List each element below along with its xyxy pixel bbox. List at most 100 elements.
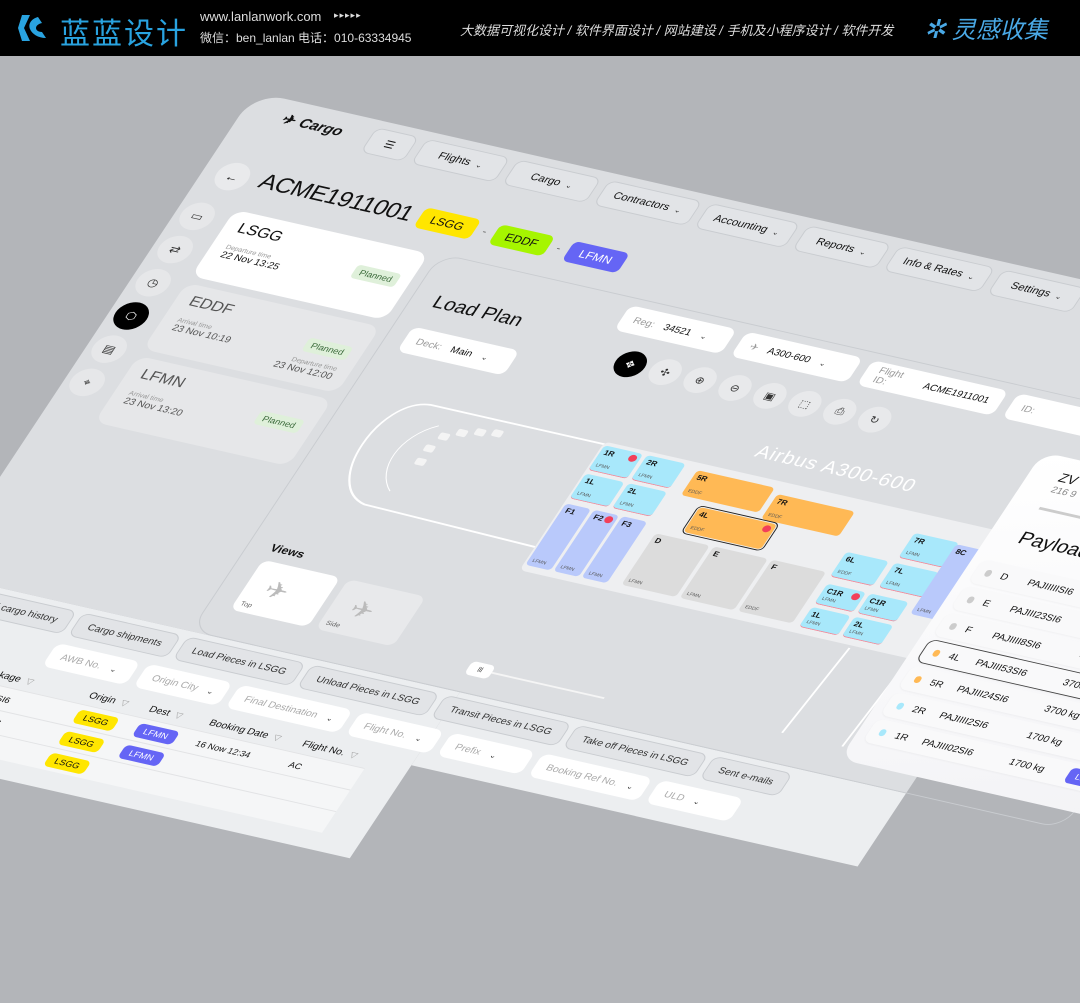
print-tool-button[interactable]: ⎙ bbox=[817, 396, 863, 428]
filter-label: Prefix bbox=[453, 742, 484, 757]
nav-label: Cargo bbox=[528, 172, 564, 189]
nav-label: Contractors bbox=[611, 190, 673, 212]
position-dest: LFMN bbox=[618, 501, 635, 509]
status-dot bbox=[983, 569, 993, 577]
menu-button[interactable]: ☰ bbox=[360, 127, 419, 162]
position-dest: LFMN bbox=[637, 472, 654, 480]
drag-tool-button[interactable]: ✣ bbox=[642, 356, 688, 388]
position-dest: LFMN bbox=[904, 550, 921, 558]
nav-label: Info & Rates bbox=[900, 256, 965, 279]
route-badge-lsgg[interactable]: LSGG bbox=[413, 207, 482, 240]
position-dest: LFMN bbox=[685, 591, 702, 599]
position-dest: EDDF bbox=[689, 525, 706, 533]
save-tool-button[interactable]: ▣ bbox=[747, 380, 793, 412]
app-logo[interactable]: ✈Cargo bbox=[277, 111, 347, 140]
position-label: E bbox=[711, 550, 763, 568]
filter-icon[interactable]: ▽ bbox=[271, 732, 284, 743]
clock-button[interactable]: ◷ bbox=[129, 266, 178, 300]
refresh-icon: ↻ bbox=[867, 413, 883, 426]
chevron-down-icon: ⌄ bbox=[413, 734, 424, 743]
id-label: ID: bbox=[1019, 404, 1037, 416]
arrow-left-icon: ← bbox=[222, 169, 243, 184]
services-list: 大数据可视化设计 / 软件界面设计 / 网站建设 / 手机及小程序设计 / 软件… bbox=[460, 20, 893, 39]
filter-icon[interactable]: ▽ bbox=[347, 750, 360, 761]
payload-weight: 1700 kg bbox=[1024, 730, 1079, 750]
move-tool-button[interactable]: ✥ bbox=[607, 348, 653, 380]
position-label: 7R bbox=[775, 497, 850, 520]
view-label: Top bbox=[239, 601, 254, 609]
payload-reg: ZV bbox=[1056, 470, 1080, 487]
document-button[interactable]: ▤ bbox=[85, 332, 134, 366]
map-pin-icon: ⌖ bbox=[80, 375, 95, 389]
route-badge-lfmn[interactable]: LFMN bbox=[561, 241, 629, 273]
payload-reg-sub: 216 9 bbox=[1048, 485, 1078, 500]
box-button[interactable]: ⬡ bbox=[107, 299, 156, 333]
column-label: Package bbox=[0, 666, 24, 684]
box-icon: ⬡ bbox=[122, 309, 140, 323]
zoom-in-tool-button[interactable]: ⊕ bbox=[677, 364, 723, 396]
payload-package: PAJIIII8SI6 bbox=[990, 631, 1074, 658]
route-button[interactable]: ⇄ bbox=[151, 233, 200, 267]
map-pin-button[interactable]: ⌖ bbox=[63, 366, 112, 400]
chevron-down-icon: ⌄ bbox=[479, 353, 490, 362]
filter-icon[interactable]: ▽ bbox=[173, 710, 186, 721]
payload-position: 2R bbox=[910, 704, 934, 717]
payload-weight: 3700 kg bbox=[1042, 704, 1080, 724]
route-badge-eddf[interactable]: EDDF bbox=[487, 224, 555, 256]
star-icon: ✲ bbox=[924, 14, 946, 44]
chevron-down-icon: ⌄ bbox=[698, 332, 709, 341]
id-card-button[interactable]: ▭ bbox=[173, 200, 222, 234]
nav-info-rates[interactable]: Info & Rates⌄ bbox=[883, 246, 996, 293]
view-label: Side bbox=[324, 620, 341, 629]
flight-id-label: Flight ID: bbox=[870, 366, 920, 393]
route-separator: - bbox=[553, 243, 563, 254]
arrows-decoration: ▸▸▸▸▸ bbox=[334, 10, 362, 21]
reg-label: Reg: bbox=[631, 316, 658, 330]
position-dest: LFMN bbox=[587, 571, 604, 579]
chevron-down-icon: ⌄ bbox=[770, 228, 781, 237]
reg-dropdown[interactable]: Reg:34521⌄ bbox=[614, 305, 737, 354]
document-icon: ▤ bbox=[100, 342, 119, 356]
drag-icon: ✣ bbox=[657, 366, 673, 379]
position-label: 7L bbox=[892, 566, 934, 582]
chevron-down-icon: ⌄ bbox=[857, 247, 868, 256]
nav-flights[interactable]: Flights⌄ bbox=[411, 139, 511, 183]
id-field[interactable]: ID: bbox=[1002, 393, 1080, 438]
aircraft-dropdown[interactable]: ✈A300-600⌄ bbox=[730, 331, 863, 382]
back-button[interactable]: ← bbox=[208, 160, 257, 194]
filter-icon[interactable]: ▽ bbox=[23, 676, 36, 687]
payload-weight: 3700 kg bbox=[1060, 678, 1080, 698]
package-value: PAJIII23SI6 bbox=[0, 709, 3, 728]
position-dest: LFMN bbox=[805, 619, 822, 627]
filter-icon[interactable]: ▽ bbox=[118, 698, 131, 709]
filter-label: ULD bbox=[662, 789, 687, 803]
nav-reports[interactable]: Reports⌄ bbox=[792, 225, 892, 269]
position-label: F1 bbox=[563, 507, 585, 518]
position-dest: LFMN bbox=[884, 580, 901, 588]
nav-accounting[interactable]: Accounting⌄ bbox=[693, 203, 800, 248]
contact-info: 微信：ben_lanlan 电话：010-63334945 bbox=[200, 29, 411, 46]
route-separator: - bbox=[479, 226, 489, 237]
select-area-tool-button[interactable]: ⬚ bbox=[782, 388, 828, 420]
payload-position: 5R bbox=[927, 678, 951, 691]
zoom-out-tool-button[interactable]: ⊖ bbox=[712, 372, 758, 404]
website-link[interactable]: www.lanlanwork.com bbox=[200, 9, 321, 24]
position-label: 2L bbox=[626, 487, 662, 502]
nav-label: Settings bbox=[1008, 281, 1053, 300]
chevron-down-icon: ⌄ bbox=[672, 205, 683, 214]
nav-contractors[interactable]: Contractors⌄ bbox=[593, 180, 702, 226]
nav-cargo[interactable]: Cargo⌄ bbox=[502, 159, 602, 203]
position-dest: LFMN bbox=[559, 565, 576, 573]
chevron-down-icon: ⌄ bbox=[966, 272, 977, 281]
position-label: D bbox=[653, 537, 705, 555]
refresh-tool-button[interactable]: ↻ bbox=[852, 404, 898, 436]
nav-settings[interactable]: Settings⌄ bbox=[987, 269, 1080, 313]
load-plan-title: Load Plan bbox=[428, 292, 528, 331]
